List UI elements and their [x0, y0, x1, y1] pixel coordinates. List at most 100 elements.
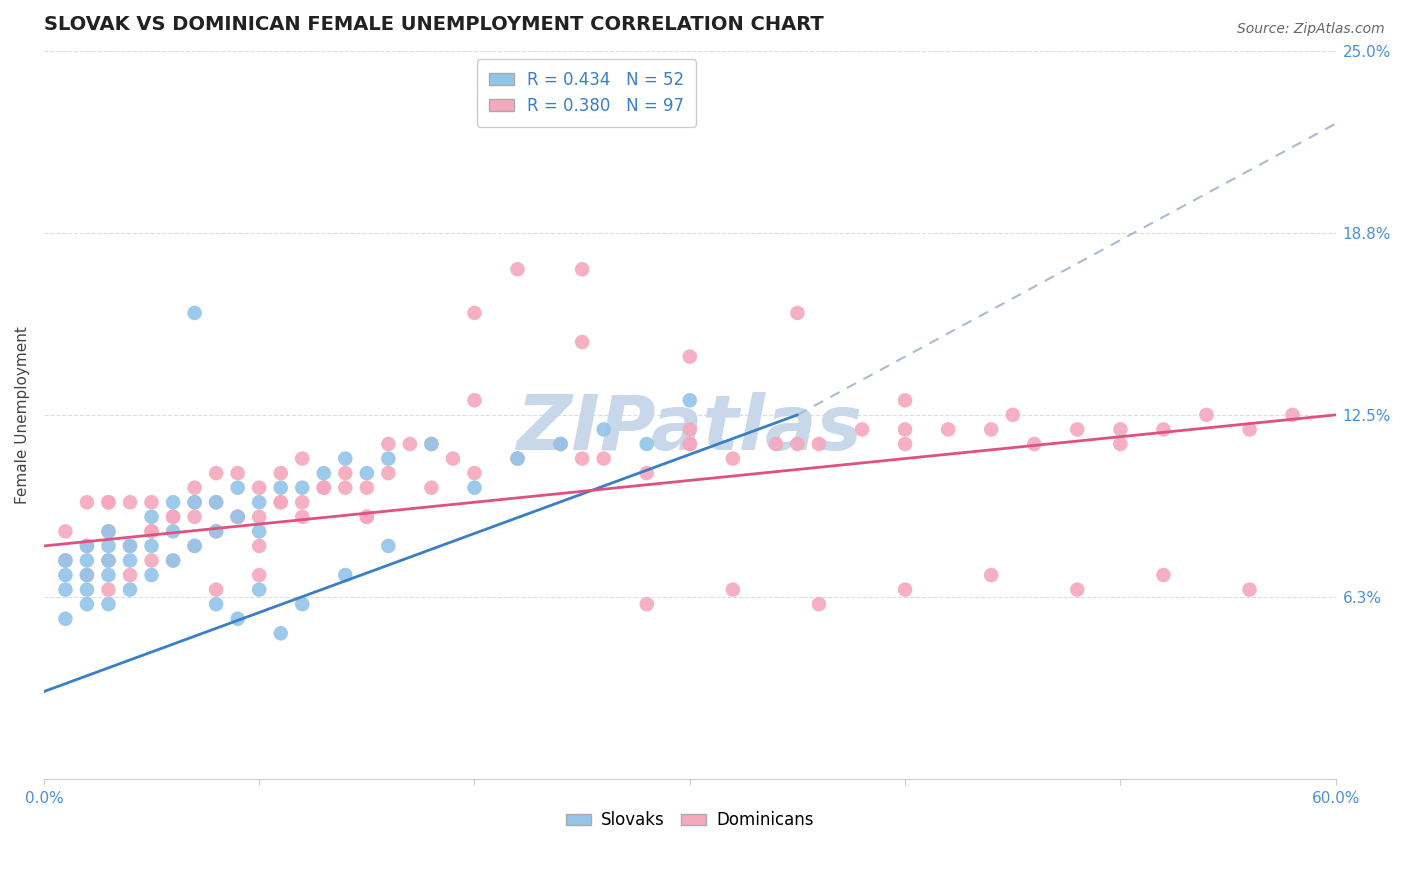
Point [1195, 408, 1218, 422]
Point [247, 481, 270, 495]
Point [226, 466, 249, 480]
Point [76, 568, 98, 582]
Point [97, 539, 120, 553]
Point [420, 481, 443, 495]
Point [97, 553, 120, 567]
Point [97, 553, 120, 567]
Point [270, 626, 292, 640]
Point [76, 553, 98, 567]
Point [97, 495, 120, 509]
Point [162, 509, 184, 524]
Point [571, 451, 593, 466]
Point [335, 481, 357, 495]
Point [571, 262, 593, 277]
Point [463, 306, 485, 320]
Point [55, 524, 77, 539]
Point [291, 509, 314, 524]
Point [1281, 408, 1303, 422]
Point [141, 524, 163, 539]
Point [118, 553, 141, 567]
Point [1066, 422, 1088, 436]
Point [851, 422, 873, 436]
Point [679, 437, 702, 451]
Point [312, 481, 335, 495]
Point [463, 466, 485, 480]
Point [76, 539, 98, 553]
Point [118, 539, 141, 553]
Point [980, 568, 1002, 582]
Point [1239, 422, 1261, 436]
Point [506, 451, 529, 466]
Point [270, 481, 292, 495]
Point [97, 495, 120, 509]
Point [141, 553, 163, 567]
Point [76, 597, 98, 611]
Point [679, 422, 702, 436]
Point [247, 524, 270, 539]
Point [226, 509, 249, 524]
Point [636, 597, 658, 611]
Point [162, 495, 184, 509]
Point [636, 466, 658, 480]
Point [205, 495, 228, 509]
Point [894, 393, 917, 408]
Point [377, 539, 399, 553]
Point [97, 524, 120, 539]
Point [205, 466, 228, 480]
Point [679, 350, 702, 364]
Point [162, 524, 184, 539]
Point [97, 568, 120, 582]
Point [247, 582, 270, 597]
Point [721, 582, 744, 597]
Point [291, 597, 314, 611]
Point [550, 437, 572, 451]
Point [55, 553, 77, 567]
Point [226, 481, 249, 495]
Legend: Slovaks, Dominicans: Slovaks, Dominicans [560, 805, 821, 836]
Point [291, 481, 314, 495]
Point [205, 524, 228, 539]
Point [247, 568, 270, 582]
Point [55, 612, 77, 626]
Point [894, 422, 917, 436]
Point [765, 437, 787, 451]
Point [679, 393, 702, 408]
Point [162, 553, 184, 567]
Point [980, 422, 1002, 436]
Point [571, 334, 593, 349]
Point [1109, 437, 1132, 451]
Point [786, 437, 808, 451]
Point [721, 451, 744, 466]
Point [270, 495, 292, 509]
Point [592, 451, 614, 466]
Point [55, 568, 77, 582]
Point [162, 553, 184, 567]
Point [894, 437, 917, 451]
Point [807, 437, 830, 451]
Point [399, 437, 422, 451]
Point [118, 568, 141, 582]
Point [377, 466, 399, 480]
Point [141, 568, 163, 582]
Point [183, 306, 205, 320]
Point [183, 539, 205, 553]
Text: Source: ZipAtlas.com: Source: ZipAtlas.com [1237, 22, 1385, 37]
Point [118, 582, 141, 597]
Point [76, 568, 98, 582]
Point [183, 539, 205, 553]
Point [97, 524, 120, 539]
Point [420, 437, 443, 451]
Point [291, 495, 314, 509]
Point [506, 451, 529, 466]
Point [205, 582, 228, 597]
Point [270, 495, 292, 509]
Point [1066, 582, 1088, 597]
Point [226, 509, 249, 524]
Point [270, 466, 292, 480]
Point [335, 568, 357, 582]
Point [247, 509, 270, 524]
Point [205, 597, 228, 611]
Point [141, 495, 163, 509]
Point [183, 481, 205, 495]
Point [76, 539, 98, 553]
